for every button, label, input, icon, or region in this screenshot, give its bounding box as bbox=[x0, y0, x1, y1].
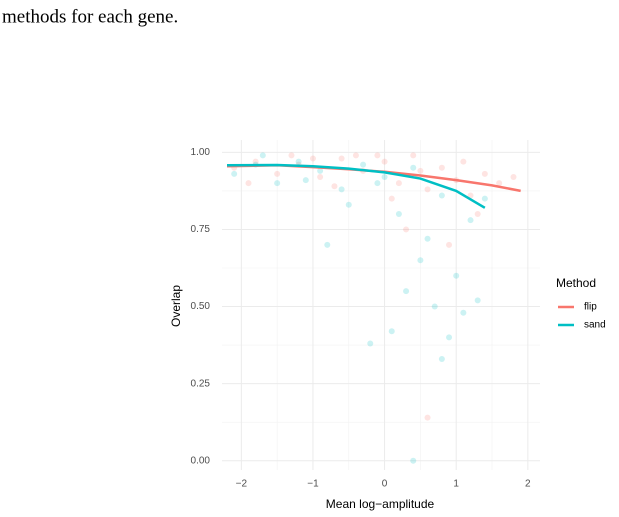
point bbox=[424, 186, 431, 193]
point bbox=[274, 170, 281, 177]
point bbox=[309, 155, 316, 162]
point bbox=[302, 177, 309, 184]
point bbox=[324, 241, 331, 248]
point bbox=[410, 152, 417, 159]
point bbox=[417, 257, 424, 264]
point bbox=[410, 457, 417, 464]
point bbox=[381, 158, 388, 165]
y-tick-label: 0.75 bbox=[191, 224, 211, 235]
point bbox=[467, 217, 474, 224]
point bbox=[460, 158, 467, 165]
point bbox=[403, 288, 410, 295]
point bbox=[481, 195, 488, 202]
point bbox=[367, 340, 374, 347]
y-tick-label: 0.25 bbox=[191, 378, 211, 389]
point bbox=[338, 186, 345, 193]
point bbox=[446, 334, 453, 341]
point bbox=[345, 201, 352, 208]
point bbox=[295, 158, 302, 165]
x-tick-label: 1 bbox=[453, 479, 459, 490]
x-tick-label: −1 bbox=[307, 479, 319, 490]
point bbox=[252, 158, 259, 165]
x-tick-label: 2 bbox=[525, 479, 531, 490]
point bbox=[352, 152, 359, 159]
point bbox=[438, 355, 445, 362]
caption: methods for each gene. bbox=[2, 6, 178, 27]
point bbox=[317, 174, 324, 181]
point bbox=[317, 167, 324, 174]
legend-label: sand bbox=[584, 320, 606, 331]
point bbox=[395, 180, 402, 187]
point bbox=[231, 170, 238, 177]
point bbox=[424, 414, 431, 421]
x-tick-label: 0 bbox=[382, 479, 388, 490]
point bbox=[410, 164, 417, 171]
point bbox=[481, 170, 488, 177]
legend-label: flip bbox=[584, 302, 597, 313]
y-tick-label: 1.00 bbox=[191, 147, 211, 158]
point bbox=[245, 180, 252, 187]
point bbox=[259, 152, 266, 159]
point bbox=[381, 174, 388, 181]
point bbox=[431, 303, 438, 310]
point bbox=[460, 309, 467, 316]
point bbox=[360, 161, 367, 168]
point bbox=[395, 211, 402, 218]
point bbox=[496, 180, 503, 187]
trend-line bbox=[226, 164, 521, 193]
point bbox=[453, 272, 460, 279]
point bbox=[446, 241, 453, 248]
point bbox=[510, 174, 517, 181]
point bbox=[417, 167, 424, 174]
point bbox=[388, 195, 395, 202]
point bbox=[474, 211, 481, 218]
point bbox=[403, 226, 410, 233]
point bbox=[338, 155, 345, 162]
point bbox=[474, 297, 481, 304]
trend-line bbox=[227, 163, 486, 209]
point bbox=[374, 152, 381, 159]
y-tick-label: 0.00 bbox=[191, 455, 211, 466]
y-axis-title: Overlap bbox=[169, 285, 183, 327]
y-tick-label: 0.50 bbox=[191, 301, 211, 312]
point bbox=[374, 180, 381, 187]
point bbox=[274, 180, 281, 187]
x-tick-label: −2 bbox=[236, 479, 248, 490]
point bbox=[438, 164, 445, 171]
point bbox=[331, 183, 338, 190]
point bbox=[424, 235, 431, 242]
point bbox=[467, 192, 474, 199]
point bbox=[388, 328, 395, 335]
point bbox=[288, 152, 295, 159]
x-axis-title: Mean log−amplitude bbox=[326, 497, 435, 511]
point bbox=[438, 192, 445, 199]
legend-title: Method bbox=[556, 276, 596, 290]
